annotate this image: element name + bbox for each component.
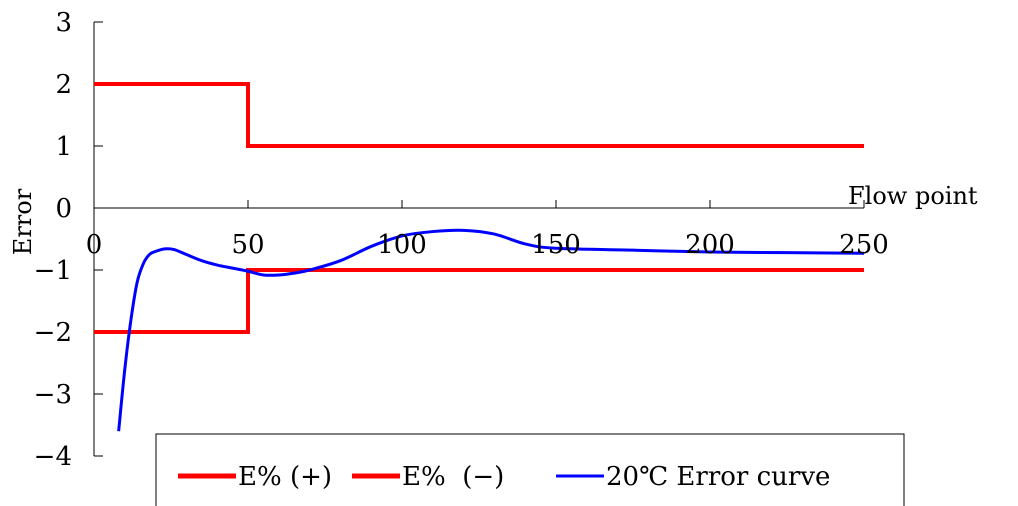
plot-area	[94, 82, 865, 432]
legend-label-e-minus: E% (−)	[402, 462, 504, 492]
y-tick-label: −4	[34, 442, 72, 472]
y-tick-label: 0	[55, 194, 72, 224]
axes	[93, 21, 865, 457]
y-tick-label: 2	[55, 70, 72, 100]
x-axis-title: Flow point	[848, 182, 978, 210]
x-tick-label: 150	[531, 230, 581, 260]
legend-label-error-curve: 20℃ Error curve	[606, 462, 830, 492]
tick-labels: 3 2 1 0 −1 −2 −3 −4 0 50 100 150 200 250	[34, 8, 889, 472]
x-tick-label: 50	[231, 230, 264, 260]
x-tick-label: 100	[377, 230, 427, 260]
legend-box	[155, 433, 905, 506]
legend: E% (+) E% (−) 20℃ Error curve	[155, 433, 905, 506]
series-line-0	[94, 82, 864, 148]
series-line-1	[94, 268, 864, 334]
y-tick-label: −2	[34, 318, 72, 348]
y-axis-title: Error	[9, 188, 37, 255]
y-tick-label: 3	[55, 8, 72, 38]
y-tick-label: −1	[34, 256, 72, 286]
legend-label-e-plus: E% (+)	[238, 462, 332, 492]
x-tick-label: 200	[685, 230, 735, 260]
series-line-2	[117, 228, 865, 432]
y-tick-label: −3	[34, 380, 72, 410]
x-tick-label: 0	[86, 230, 103, 260]
y-tick-label: 1	[55, 132, 72, 162]
x-tick-label: 250	[839, 230, 889, 260]
